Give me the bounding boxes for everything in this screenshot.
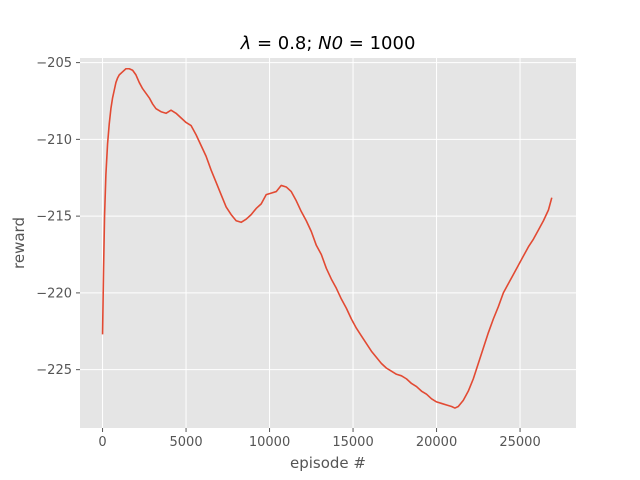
x-tick-label: 20000 <box>416 435 457 450</box>
x-axis-label: episode # <box>290 454 366 472</box>
x-tick-label: 15000 <box>332 435 373 450</box>
y-axis-label: reward <box>10 217 28 269</box>
x-axis-ticks: 0 5000 10000 15000 20000 25000 <box>98 428 541 450</box>
title-lambda: λ <box>240 33 252 54</box>
title-n0: N0 <box>318 33 343 54</box>
y-tick-label: −225 <box>36 363 72 378</box>
x-tick-label: 5000 <box>170 435 203 450</box>
y-tick-label: −210 <box>36 133 72 148</box>
y-axis-ticks: −225 −220 −215 −210 −205 <box>36 56 80 378</box>
x-tick-label: 10000 <box>249 435 290 450</box>
y-tick-label: −220 <box>36 286 72 301</box>
y-tick-label: −215 <box>36 210 72 225</box>
x-tick-label: 25000 <box>499 435 540 450</box>
chart-title: λ = 0.8; N0 = 1000 <box>240 33 416 54</box>
plot-background <box>80 58 576 428</box>
title-text-2: = 1000 <box>343 33 415 54</box>
title-text-1: = 0.8; <box>251 33 318 54</box>
y-tick-label: −205 <box>36 56 72 71</box>
x-tick-label: 0 <box>98 435 106 450</box>
series-line <box>101 67 553 409</box>
gridlines <box>80 58 576 428</box>
